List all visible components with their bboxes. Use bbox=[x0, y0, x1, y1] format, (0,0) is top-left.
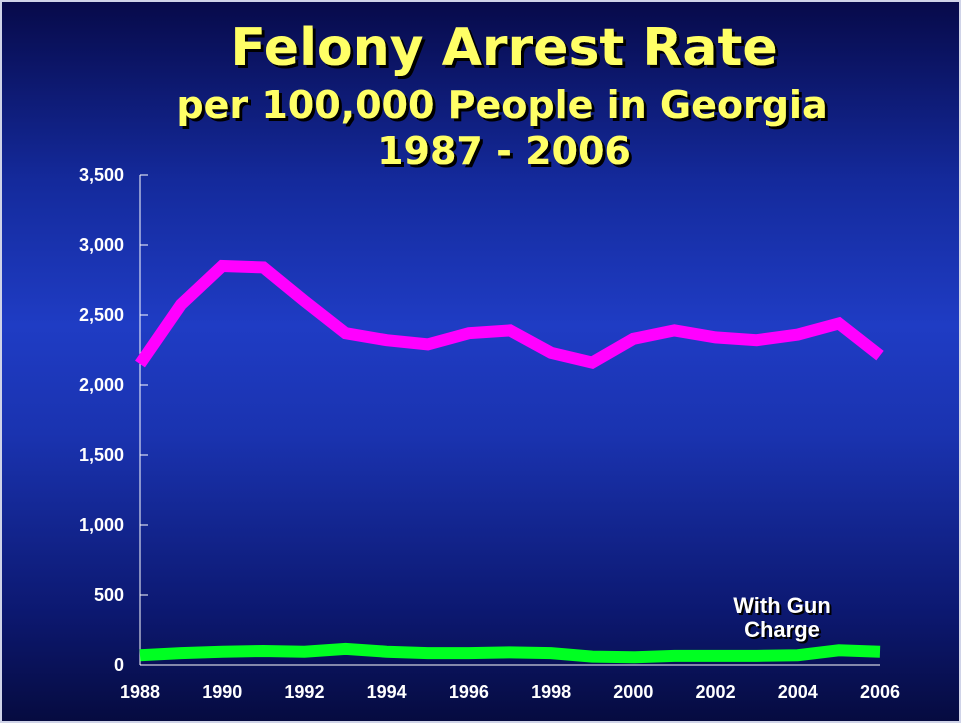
x-tick-label: 1998 bbox=[531, 682, 571, 702]
y-tick-label: 500 bbox=[94, 585, 124, 605]
y-tick-label: 3,500 bbox=[79, 165, 124, 185]
x-tick-label: 2004 bbox=[778, 682, 818, 702]
chart-subtitle: 1987 - 2006 bbox=[377, 129, 631, 173]
y-tick-label: 1,000 bbox=[79, 515, 124, 535]
y-tick-label: 1,500 bbox=[79, 445, 124, 465]
chart-subtitle: per 100,000 People in Georgia bbox=[176, 83, 827, 127]
x-tick-label: 2006 bbox=[860, 682, 900, 702]
y-tick-label: 0 bbox=[114, 655, 124, 675]
legend-label: With Gun Charge bbox=[733, 593, 831, 642]
series-line bbox=[139, 642, 881, 664]
y-tick-label: 3,000 bbox=[79, 235, 124, 255]
x-tick-label: 1990 bbox=[202, 682, 242, 702]
x-tick-label: 1988 bbox=[120, 682, 160, 702]
y-tick-label: 2,500 bbox=[79, 305, 124, 325]
x-tick-label: 2000 bbox=[613, 682, 653, 702]
x-tick-label: 1994 bbox=[367, 682, 407, 702]
series-line bbox=[135, 259, 884, 369]
x-tick-label: 1992 bbox=[284, 682, 324, 702]
x-tick-label: 1996 bbox=[449, 682, 489, 702]
x-tick-label: 2002 bbox=[696, 682, 736, 702]
chart-title: Felony Arrest Rate bbox=[230, 18, 777, 78]
y-tick-label: 2,000 bbox=[79, 375, 124, 395]
